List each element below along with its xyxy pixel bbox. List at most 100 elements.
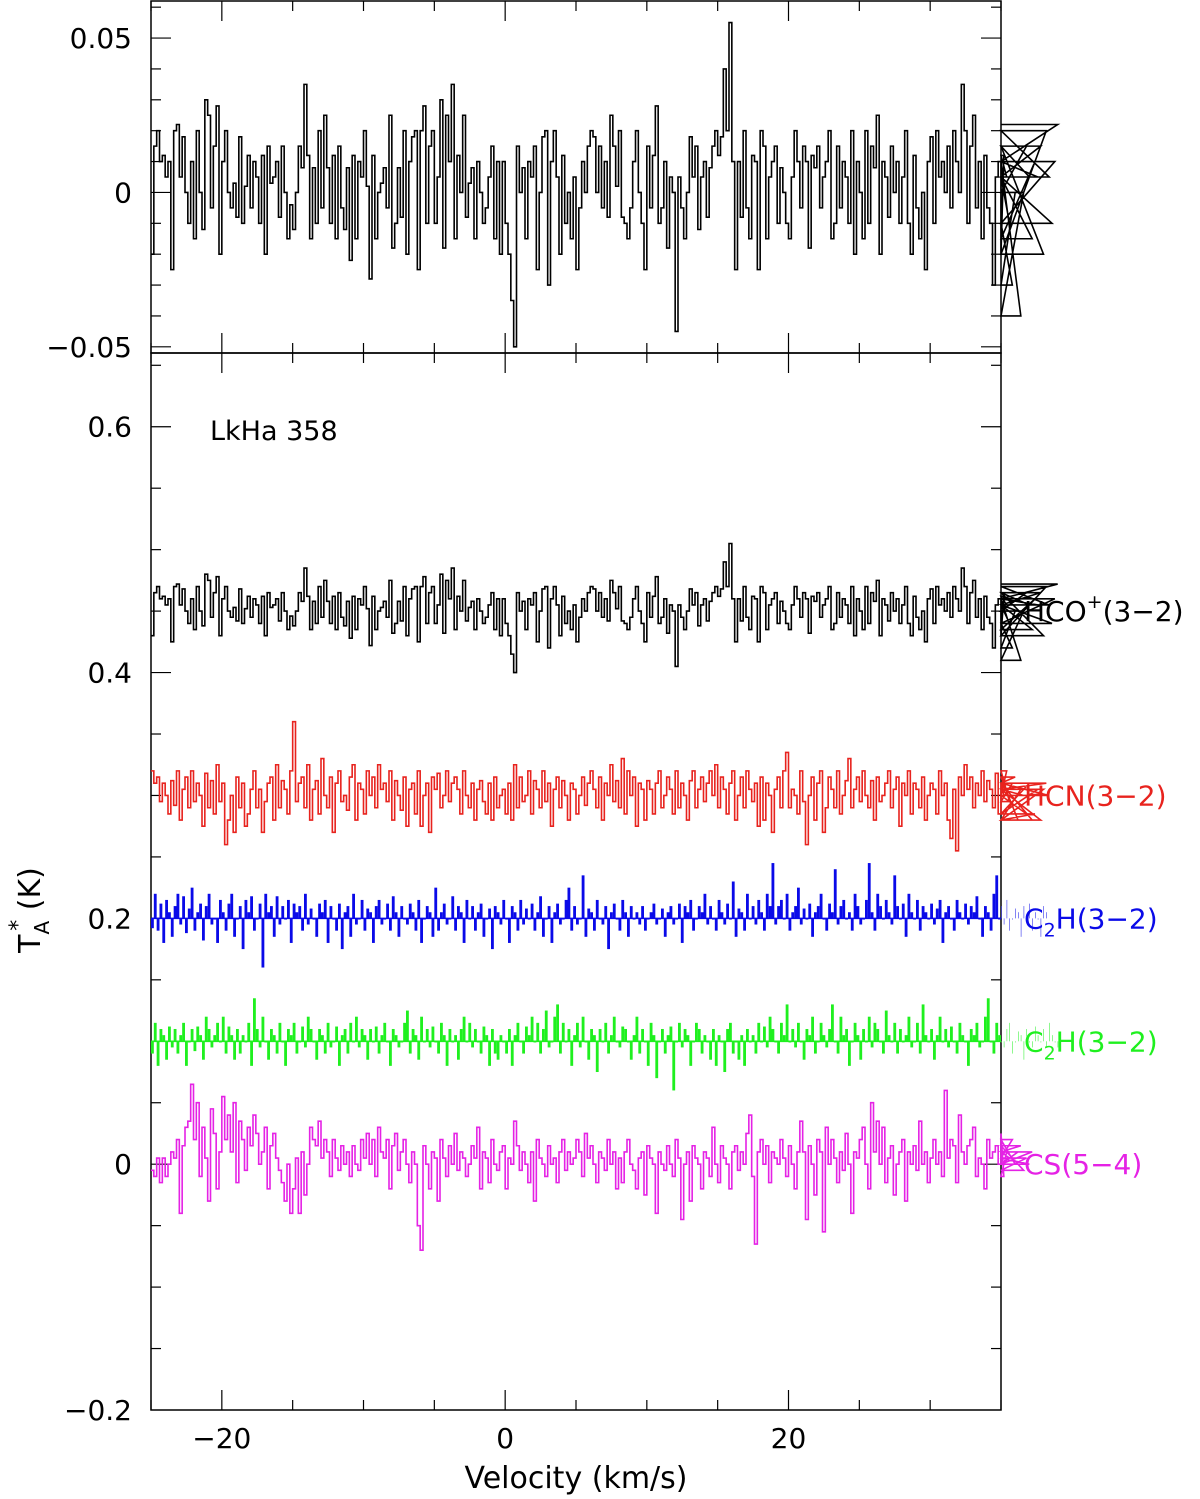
spectrum-bar (502, 899, 506, 919)
spectrum-bar (723, 1041, 727, 1073)
spectrum-bar (525, 1026, 528, 1042)
bottom-series-3-bars (151, 998, 1059, 1091)
series-label-main: HCO (1024, 595, 1087, 628)
spectrum-bar (318, 1028, 321, 1042)
spectrum-bar (746, 1028, 749, 1042)
spectrum-bar (468, 1022, 472, 1042)
spectrum-bar (491, 918, 494, 950)
spectrum-bar (284, 1041, 287, 1066)
spectrum-bar (828, 1028, 831, 1042)
spectrum-bar (488, 1041, 491, 1066)
spectrum-bar (720, 912, 724, 919)
spectrum-bar (984, 1016, 987, 1042)
spectrum-bar (870, 912, 874, 919)
spectrum-bar (760, 912, 763, 919)
spectrum-bar (918, 1041, 922, 1054)
spectrum-bar (236, 1028, 239, 1042)
spectrum-bar (967, 1041, 970, 1066)
spectrum-bar (998, 1035, 1001, 1042)
spectrum-bar (1049, 1022, 1050, 1042)
spectrum-bar (876, 1028, 880, 1042)
spectrum-bar (1032, 918, 1033, 931)
spectrum-bar (335, 1026, 338, 1042)
spectrum-bar (173, 906, 177, 919)
spectrum-bar (1037, 918, 1039, 920)
spectrum-bar (258, 1041, 262, 1048)
spectrum-bar (944, 912, 948, 919)
spectrum-bar (859, 1041, 863, 1060)
spectrum-bar (757, 1022, 761, 1042)
spectrum-bar (440, 912, 443, 919)
series-label-main: C (1024, 1025, 1044, 1058)
spectrum-bar (876, 893, 880, 919)
spectrum-bar (610, 912, 613, 919)
spectrum-bar (638, 1041, 642, 1054)
spectrum-bar (969, 906, 973, 919)
spectrum-bar (1006, 899, 1008, 919)
spectrum-bar (907, 893, 911, 919)
spectrum-bar (598, 1028, 602, 1042)
bottom-series-2-bars (151, 863, 1047, 968)
spectrum-bar (879, 906, 882, 919)
spectrum-bar (346, 1041, 350, 1054)
spectrum-bar (437, 1041, 440, 1054)
spectrum-bar (496, 1041, 500, 1060)
spectrum-bar (808, 903, 812, 919)
spectrum-bar (981, 918, 984, 937)
spectrum-bar (884, 899, 888, 919)
spectrum-bar (853, 893, 857, 919)
spectrum-bar (870, 1041, 874, 1048)
spectrum-bar (967, 918, 970, 925)
bottom-y-tick-label: 0.6 (87, 411, 132, 444)
series-label: HCN(3−2) (1024, 779, 1167, 812)
spectrum-bar (213, 1035, 217, 1042)
spectrum-bar (536, 912, 540, 919)
spectrum-bar (632, 1035, 636, 1042)
spectrum-bar (386, 903, 389, 919)
spectrum-bar (601, 918, 605, 925)
spectrum-bar (275, 1041, 279, 1054)
spectrum-bar (768, 1016, 772, 1042)
spectrum-bar (238, 1041, 242, 1054)
spectrum-bar (176, 1041, 180, 1054)
spectrum-bar (318, 903, 321, 919)
spectrum-bar (363, 918, 367, 931)
spectrum-bar (862, 1028, 865, 1042)
spectrum-bar (304, 893, 307, 919)
spectrum-bar (1018, 1031, 1019, 1042)
spectrum-bar (527, 1035, 531, 1042)
spectrum-bar (561, 1022, 565, 1042)
spectrum-bar (539, 896, 542, 919)
spectrum-bar (604, 1022, 608, 1042)
spectrum-bar (406, 918, 409, 925)
spectrum-bar (797, 1022, 800, 1042)
spectrum-bar (270, 906, 273, 919)
spectrum-bar (771, 1028, 775, 1042)
bottom-series-0-spectrum (151, 542, 1058, 674)
spectrum-bar (791, 1028, 795, 1042)
spectrum-bar (196, 1026, 200, 1042)
spectrum-bar (431, 1026, 435, 1042)
spectrum-bar (984, 906, 987, 919)
spectrum-bar (624, 912, 627, 919)
spectrum-bar (193, 1041, 197, 1052)
spectrum-bar (1020, 1035, 1022, 1042)
spectrum-bar (420, 1016, 423, 1042)
spectrum-bar (267, 1041, 270, 1060)
spectrum-bar (576, 918, 579, 925)
spectrum-bar (1026, 918, 1027, 920)
spectrum-bar (610, 1035, 613, 1042)
spectrum-bar (346, 906, 350, 919)
spectrum-bar (403, 1022, 406, 1042)
spectrum-bar (740, 1035, 744, 1042)
spectrum-bar (1057, 1041, 1059, 1048)
spectrum-bar (462, 918, 466, 943)
spectrum-bar (859, 918, 863, 925)
spectrum-bar (649, 1022, 653, 1042)
spectrum-bar (377, 1041, 381, 1054)
spectrum-bar (159, 1028, 163, 1042)
spectrum-bar (241, 918, 245, 950)
spectrum-bar (754, 1041, 758, 1054)
spectrum-bar (261, 1016, 265, 1042)
